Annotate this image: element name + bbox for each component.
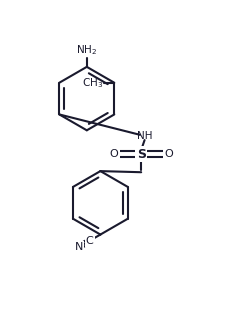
Text: NH$_2$: NH$_2$	[76, 43, 97, 57]
Text: C: C	[85, 236, 93, 246]
Text: S: S	[136, 148, 145, 161]
Text: N: N	[74, 242, 83, 252]
Text: O: O	[109, 149, 118, 159]
Text: O: O	[163, 149, 172, 159]
Text: NH: NH	[136, 131, 152, 141]
Text: CH$_3$: CH$_3$	[81, 76, 103, 90]
